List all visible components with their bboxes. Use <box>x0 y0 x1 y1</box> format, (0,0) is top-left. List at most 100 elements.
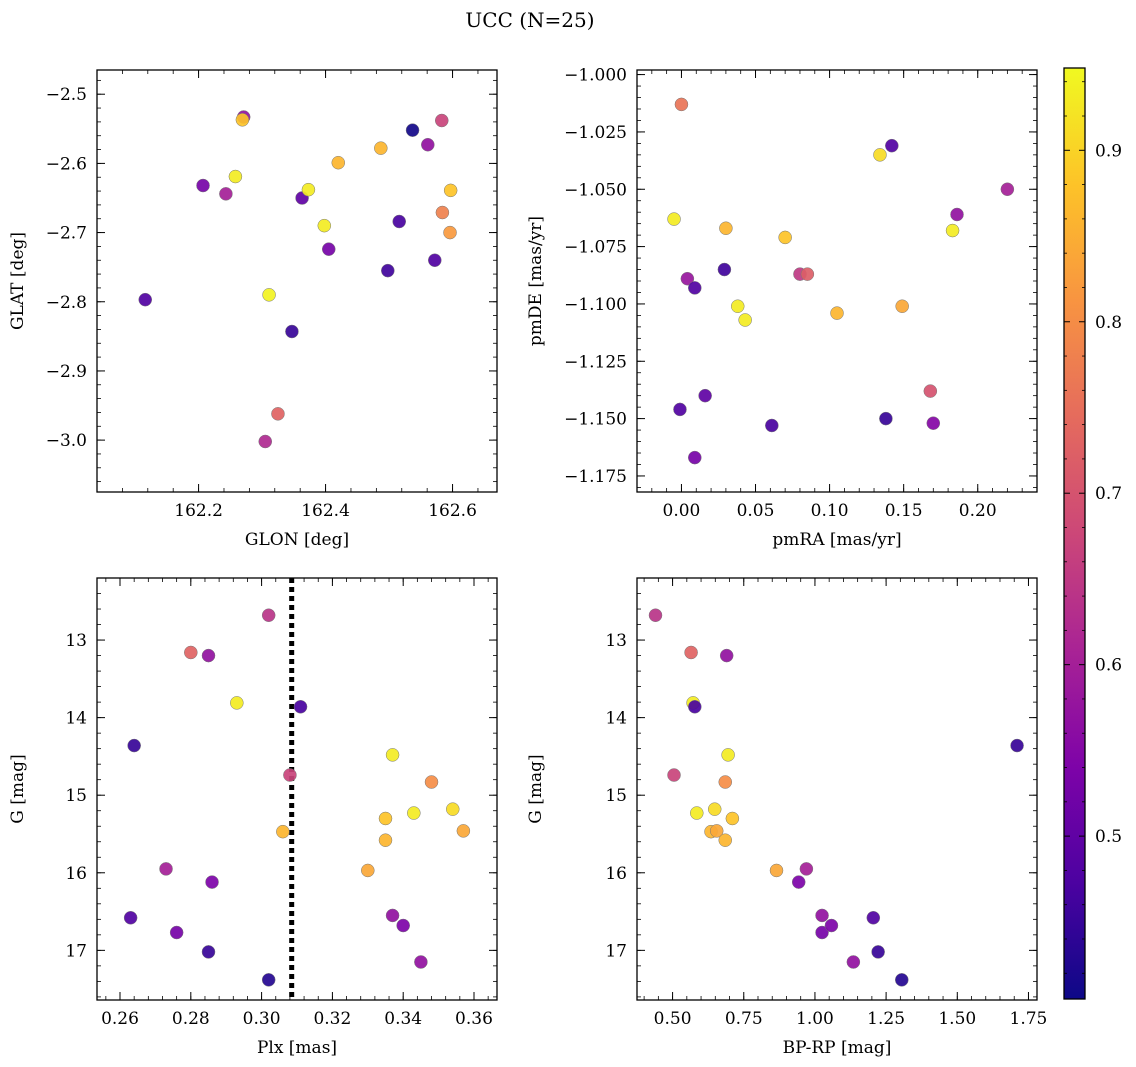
x-tick-label: 0.50 <box>654 1009 692 1029</box>
x-tick-label: 162.4 <box>301 501 350 521</box>
data-point <box>895 299 909 313</box>
data-point <box>721 748 735 762</box>
data-point <box>378 833 393 847</box>
data-point <box>709 824 724 838</box>
data-point <box>196 178 210 193</box>
data-point <box>950 207 964 222</box>
data-point <box>846 955 861 969</box>
data-point <box>385 908 400 923</box>
data-point <box>424 775 439 789</box>
y-tick-label: −2.6 <box>46 154 87 174</box>
data-point <box>707 802 722 816</box>
figure-title: UCC (N=25) <box>465 8 594 32</box>
panel-color-magnitude: 0.50 0.75 1.00 1.25 1.50 1.75 13 14 15 16 17 BP-RP … <box>526 577 1048 1058</box>
data-point <box>1010 738 1024 753</box>
data-point <box>879 411 893 426</box>
x-tick-label: 0.05 <box>737 501 775 521</box>
data-point <box>765 418 779 433</box>
y-tick-label: −1.125 <box>564 352 627 372</box>
y-tick-label: 13 <box>65 631 87 651</box>
data-point <box>684 645 698 660</box>
data-point <box>414 955 428 969</box>
data-point <box>698 388 712 403</box>
data-point <box>205 875 219 889</box>
data-point <box>261 608 276 622</box>
data-point <box>895 973 909 987</box>
data-point <box>261 973 276 987</box>
y-tick-label: −1.050 <box>564 180 627 200</box>
x-tick-label: 1.75 <box>1010 1009 1048 1029</box>
y-tick-label: −1.175 <box>564 467 627 487</box>
data-point <box>392 214 406 229</box>
x-axis-label: GLON [deg] <box>245 530 349 550</box>
y-tick-label: −2.8 <box>46 293 87 313</box>
data-point <box>719 221 733 235</box>
data-point <box>799 862 814 876</box>
data-point <box>258 434 273 449</box>
data-point <box>456 824 471 838</box>
y-axis-label: pmDE [mas/yr] <box>526 216 546 346</box>
data-point <box>871 945 885 959</box>
data-point <box>169 925 184 940</box>
y-axis-label: G [mag] <box>8 754 28 823</box>
y-tick-label: −1.150 <box>564 410 627 430</box>
data-point <box>923 384 938 398</box>
x-tick-label: 1.25 <box>867 1009 905 1029</box>
data-point <box>127 738 141 753</box>
data-point <box>667 212 681 226</box>
data-point <box>778 230 792 245</box>
x-tick-label: 0.32 <box>313 1009 351 1029</box>
data-point <box>361 863 375 878</box>
data-point <box>381 263 395 278</box>
data-point <box>219 187 233 201</box>
data-point <box>446 802 460 816</box>
data-point <box>228 169 243 184</box>
data-point <box>271 407 285 421</box>
panel-sky-position: 162.2 162.4 162.6 −3.0 −2.9 −2.8 −2.7 −2.6 −2.5 G… <box>8 69 498 550</box>
data-point <box>830 306 844 320</box>
x-tick-label: 0.75 <box>725 1009 763 1029</box>
x-tick-label: 1.00 <box>796 1009 834 1029</box>
data-point <box>421 137 435 152</box>
x-tick-label: 162.2 <box>174 501 223 521</box>
data-point <box>159 862 173 876</box>
y-tick-label: 16 <box>605 864 627 884</box>
data-point <box>719 648 734 663</box>
y-tick-label: −1.025 <box>564 123 627 143</box>
colorbar-gradient <box>1063 67 1086 1000</box>
data-point <box>673 402 687 417</box>
data-point <box>435 113 449 128</box>
y-tick-label: 16 <box>65 864 87 884</box>
data-point <box>945 223 960 238</box>
axes-frame <box>96 69 498 493</box>
data-point <box>262 288 276 302</box>
y-tick-label: 17 <box>605 941 627 961</box>
colorbar-tick-label: 0.9 <box>1095 141 1122 161</box>
data-point <box>718 833 733 847</box>
data-point <box>285 324 299 339</box>
x-tick-label: 0.20 <box>959 501 997 521</box>
data-point <box>405 123 420 137</box>
data-point <box>730 299 745 313</box>
y-tick-label: 15 <box>65 786 87 806</box>
axes-frame <box>96 577 498 1001</box>
x-tick-label: 0.10 <box>811 501 849 521</box>
data-point <box>230 696 244 710</box>
data-point <box>800 267 815 281</box>
y-tick-label: 13 <box>605 631 627 651</box>
data-point <box>378 811 393 826</box>
data-point <box>276 824 290 839</box>
data-point <box>688 450 702 465</box>
y-axis-label: G [mag] <box>526 754 546 823</box>
data-point <box>138 292 153 307</box>
data-point <box>680 271 695 286</box>
y-tick-label: −2.7 <box>46 224 87 244</box>
colorbar-tick-label: 0.8 <box>1095 313 1122 333</box>
data-point <box>184 645 198 660</box>
data-point <box>201 945 216 959</box>
data-point <box>374 141 388 155</box>
x-tick-label: 162.6 <box>428 501 477 521</box>
data-point <box>926 416 941 430</box>
x-tick-label: 1.50 <box>938 1009 976 1029</box>
